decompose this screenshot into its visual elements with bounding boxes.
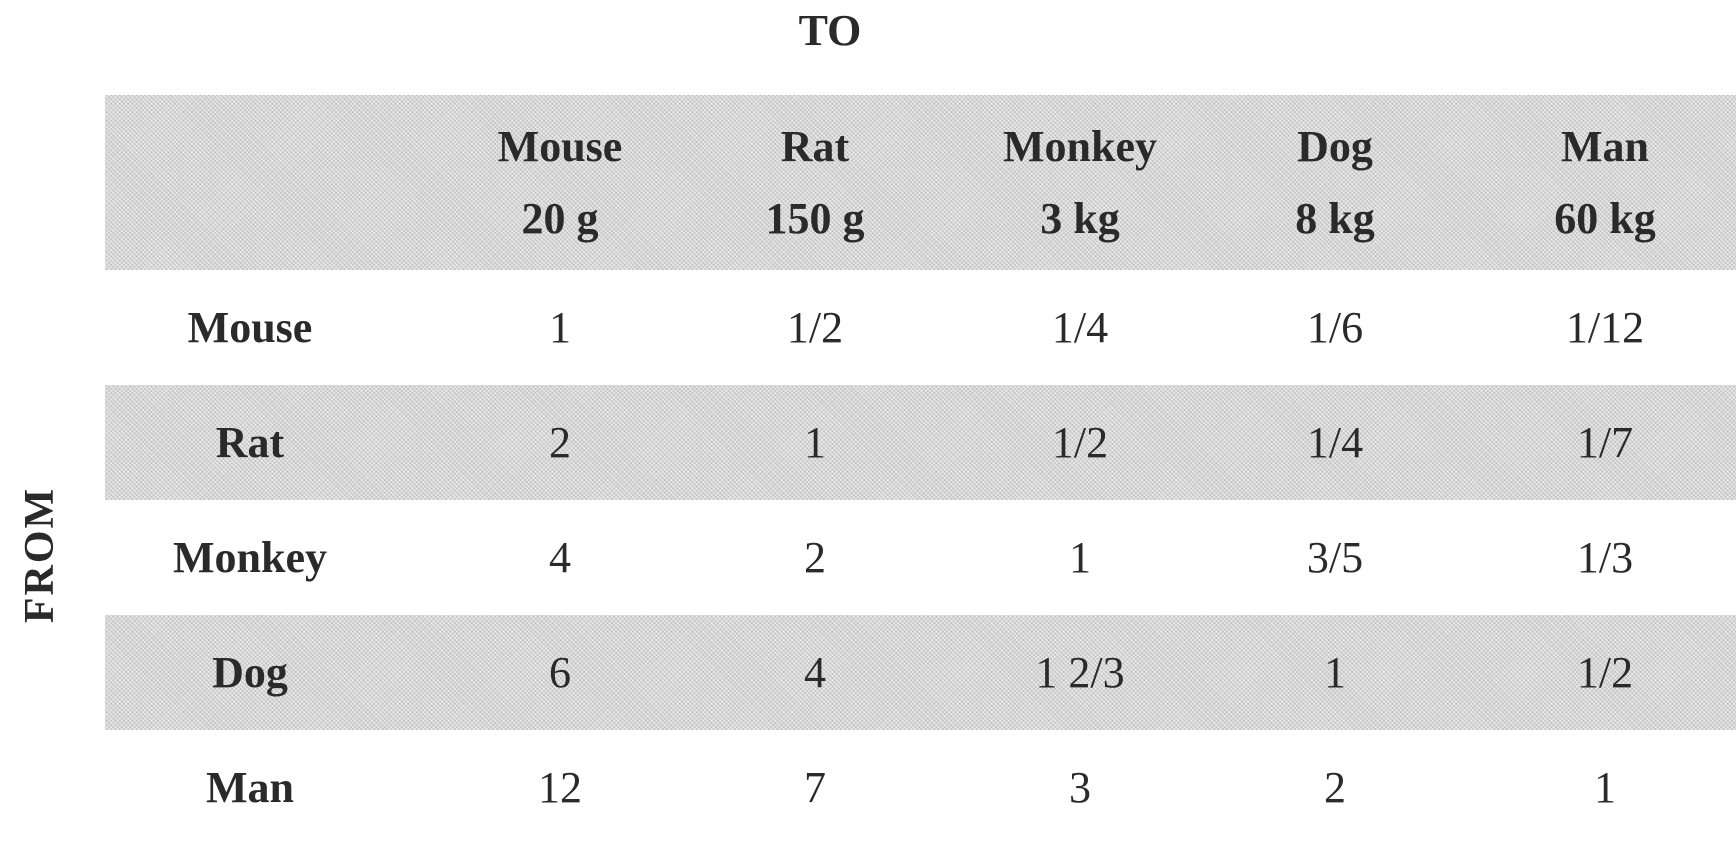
table-cell: 2 xyxy=(1235,730,1435,845)
column-header-monkey: Monkey 3 kg xyxy=(965,95,1195,270)
table-cell: 1/12 xyxy=(1495,270,1715,385)
column-header-man: Man 60 kg xyxy=(1495,95,1715,270)
column-species: Mouse xyxy=(498,122,623,172)
table-cell: 1/2 xyxy=(715,270,915,385)
table-cell: 1/4 xyxy=(1235,385,1435,500)
table-cell: 1/2 xyxy=(965,385,1195,500)
table-cell: 2 xyxy=(455,385,665,500)
table-cell: 1 xyxy=(1235,615,1435,730)
table-cell: 7 xyxy=(715,730,915,845)
column-weight: 8 kg xyxy=(1295,194,1374,244)
column-header-mouse: Mouse 20 g xyxy=(455,95,665,270)
conversion-table: Mouse 20 g Rat 150 g Monkey 3 kg Dog 8 k… xyxy=(105,95,1736,845)
table-cell: 1/3 xyxy=(1495,500,1715,615)
row-label: Mouse xyxy=(105,270,395,385)
table-cell: 1 xyxy=(715,385,915,500)
table-cell: 1 xyxy=(965,500,1195,615)
table-row-monkey: Monkey 4 2 1 3/5 1/3 xyxy=(105,500,1736,615)
column-weight: 60 kg xyxy=(1554,194,1655,244)
from-axis-label: FROM xyxy=(16,487,64,623)
table-cell: 4 xyxy=(715,615,915,730)
table-cell: 1/7 xyxy=(1495,385,1715,500)
table-row-rat: Rat 2 1 1/2 1/4 1/7 xyxy=(105,385,1736,500)
row-label: Dog xyxy=(105,615,395,730)
table-cell: 2 xyxy=(715,500,915,615)
column-species: Dog xyxy=(1297,122,1373,172)
table-cell: 12 xyxy=(455,730,665,845)
column-species: Man xyxy=(1561,122,1649,172)
table-cell: 1 2/3 xyxy=(965,615,1195,730)
table-cell: 6 xyxy=(455,615,665,730)
table-cell: 1/6 xyxy=(1235,270,1435,385)
column-header-rat: Rat 150 g xyxy=(715,95,915,270)
table-cell: 1/2 xyxy=(1495,615,1715,730)
column-weight: 20 g xyxy=(522,194,599,244)
table-cell: 1 xyxy=(1495,730,1715,845)
table-cell: 3/5 xyxy=(1235,500,1435,615)
table-cell: 1/4 xyxy=(965,270,1195,385)
column-species: Rat xyxy=(781,122,849,172)
column-weight: 150 g xyxy=(766,194,865,244)
table-cell: 3 xyxy=(965,730,1195,845)
column-species: Monkey xyxy=(1003,122,1157,172)
table-row-man: Man 12 7 3 2 1 xyxy=(105,730,1736,845)
row-label: Monkey xyxy=(105,500,395,615)
table-cell: 4 xyxy=(455,500,665,615)
table-row-mouse: Mouse 1 1/2 1/4 1/6 1/12 xyxy=(105,270,1736,385)
column-header-dog: Dog 8 kg xyxy=(1235,95,1435,270)
table-cell: 1 xyxy=(455,270,665,385)
table-row-dog: Dog 6 4 1 2/3 1 1/2 xyxy=(105,615,1736,730)
row-label: Man xyxy=(105,730,395,845)
table-header-row: Mouse 20 g Rat 150 g Monkey 3 kg Dog 8 k… xyxy=(105,95,1736,270)
header-corner-cell xyxy=(105,95,395,270)
row-label: Rat xyxy=(105,385,395,500)
to-axis-label: TO xyxy=(770,6,890,56)
column-weight: 3 kg xyxy=(1040,194,1119,244)
